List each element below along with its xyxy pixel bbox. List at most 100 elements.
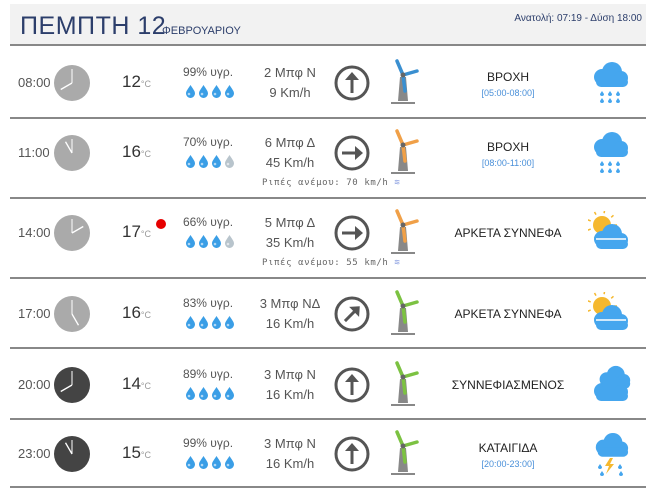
wind-speed: 16 Km/h	[265, 316, 315, 331]
humidity-label: 83% υγρ.	[182, 296, 234, 310]
humidity-drop-icon	[185, 235, 196, 253]
temperature: 14°C	[122, 374, 151, 394]
temperature: 12°C	[122, 72, 151, 92]
forecast-row: 17:00 16°C 83% υγρ. 3 Μπφ ΝΔ 16 Km/h ΑΡΚΕ…	[10, 279, 646, 349]
clock-day-icon	[54, 135, 90, 171]
temperature-unit: °C	[140, 380, 152, 391]
wind-beaufort: 3 Μπφ Ν	[264, 436, 316, 451]
wind-gust-label: Ριπές ανέμου: 55 km/h	[262, 258, 389, 268]
temperature: 16°C	[122, 142, 151, 162]
wind-direction-arrow-icon	[334, 296, 370, 332]
wind-turbine-icon	[385, 430, 421, 476]
humidity-drop-icon	[198, 235, 209, 253]
humidity-label: 66% υγρ.	[182, 215, 234, 229]
humidity-drops	[182, 386, 238, 405]
humidity-drop-icon	[198, 456, 209, 474]
temperature: 17°C	[122, 222, 151, 242]
hour-label: 08:00	[18, 74, 51, 90]
temperature-value: 15	[122, 443, 141, 462]
temperature-value: 16	[122, 142, 141, 161]
humidity-drops	[182, 235, 238, 253]
temperature-unit: °C	[140, 149, 152, 159]
clock-day-icon	[54, 64, 90, 101]
humidity-drop-icon	[224, 155, 235, 173]
humidity-drop-icon	[224, 456, 235, 474]
alert-dot-icon	[156, 219, 166, 229]
hour-label: 14:00	[18, 225, 51, 240]
wind-speed: 35 Km/h	[265, 235, 315, 250]
temperature-value: 14	[122, 373, 141, 393]
wind-direction-arrow-icon	[334, 367, 370, 403]
humidity-drop-icon	[185, 386, 196, 405]
day-title: ΠΕΜΠΤΗ 12	[20, 12, 167, 40]
humidity-label: 89% υγρ.	[182, 366, 234, 381]
condition-label: ΣΥΝΝΕΦΙΑΣΜΕΝΟΣ	[451, 377, 565, 392]
wind-info: 3 Μπφ ΝΔ 16 Km/h	[255, 294, 325, 334]
temperature-unit: °C	[140, 310, 152, 320]
humidity-label: 99% υγρ.	[182, 436, 234, 450]
condition-label: ΒΡΟΧΗ	[486, 69, 529, 84]
wind-gust: Ριπές ανέμου: 55 km/h ≋	[262, 258, 400, 268]
wind-turbine-icon	[385, 290, 421, 336]
humidity-label: 99% υγρ.	[182, 64, 234, 79]
wind-direction-arrow-icon	[334, 215, 370, 251]
wind-beaufort: 5 Μπφ Δ	[264, 215, 316, 230]
humidity-drops	[182, 316, 238, 334]
humidity-drops	[182, 84, 238, 103]
forecast-row: 23:00 15°C 99% υγρ. 3 Μπφ Ν 16 Km/h ΚΑΤΑΙ…	[10, 420, 646, 488]
wind-direction-arrow-icon	[334, 135, 370, 171]
wind-speed: 16 Km/h	[265, 456, 315, 471]
humidity-drop-icon	[211, 235, 222, 253]
month-label: ΦΕΒΡΟΥΑΡΙΟΥ	[162, 25, 241, 37]
wind-turbine-icon	[385, 129, 421, 175]
partly-cloudy-icon	[587, 291, 632, 336]
humidity-drop-icon	[211, 456, 222, 474]
hour-label: 20:00	[18, 376, 51, 392]
temperature: 15°C	[122, 443, 151, 463]
wind-info: 2 Μπφ Ν 9 Km/h	[255, 63, 325, 103]
hour-label: 11:00	[18, 145, 50, 160]
clock-day-icon	[54, 215, 90, 251]
humidity-drop-icon	[211, 84, 222, 103]
temperature-unit: °C	[140, 229, 152, 239]
temperature-value: 12	[122, 71, 141, 91]
humidity-drops	[182, 155, 238, 173]
wind-direction-arrow-icon	[334, 65, 370, 101]
wind-speed: 45 Km/h	[265, 155, 315, 170]
temperature: 16°C	[122, 303, 151, 323]
condition-label: ΑΡΚΕΤΑ ΣΥΝΝΕΦΑ	[454, 226, 562, 240]
rain-icon	[588, 131, 632, 175]
humidity-drop-icon	[224, 386, 235, 405]
sunrise-sunset: Ανατολή: 07:19 - Δύση 18:00	[514, 13, 642, 24]
condition-label: ΚΑΤΑΙΓΙΔΑ	[478, 441, 538, 455]
humidity-drops	[182, 456, 238, 474]
humidity-drop-icon	[185, 155, 196, 173]
wind-speed: 16 Km/h	[265, 386, 315, 402]
wind-info: 3 Μπφ Ν 16 Km/h	[255, 434, 325, 474]
humidity-drop-icon	[198, 316, 209, 334]
clock-day-icon	[54, 296, 90, 332]
temperature-value: 16	[122, 303, 141, 322]
condition-time-range: [20:00-23:00]	[481, 459, 535, 469]
condition-label: ΑΡΚΕΤΑ ΣΥΝΝΕΦΑ	[454, 307, 562, 321]
wind-info: 5 Μπφ Δ 35 Km/h	[255, 213, 325, 253]
forecast-row: 20:00 14°C 89% υγρ. 3 Μπφ Ν 16 Km/h ΣΥΝΝΕ…	[10, 349, 646, 420]
humidity-drop-icon	[185, 456, 196, 474]
humidity-drop-icon	[198, 386, 209, 405]
wind-direction-arrow-icon	[334, 436, 370, 472]
wind-beaufort: 6 Μπφ Δ	[264, 135, 316, 150]
humidity-drop-icon	[224, 316, 235, 334]
wind-beaufort: 3 Μπφ Ν	[264, 366, 316, 382]
wind-beaufort: 2 Μπφ Ν	[264, 64, 316, 80]
humidity-drop-icon	[224, 235, 235, 253]
partly-cloudy-icon	[587, 210, 632, 255]
temperature-unit: °C	[140, 78, 152, 89]
wind-gust-icon: ≋	[394, 258, 401, 268]
thunderstorm-icon	[588, 432, 632, 476]
temperature-value: 17	[122, 222, 141, 241]
condition-time-range: [08:00-11:00]	[481, 158, 535, 168]
temperature-unit: °C	[140, 450, 152, 460]
clock-night-icon	[54, 366, 90, 403]
humidity-drop-icon	[185, 316, 196, 334]
wind-gust: Ριπές ανέμου: 70 km/h ≋	[262, 178, 400, 188]
